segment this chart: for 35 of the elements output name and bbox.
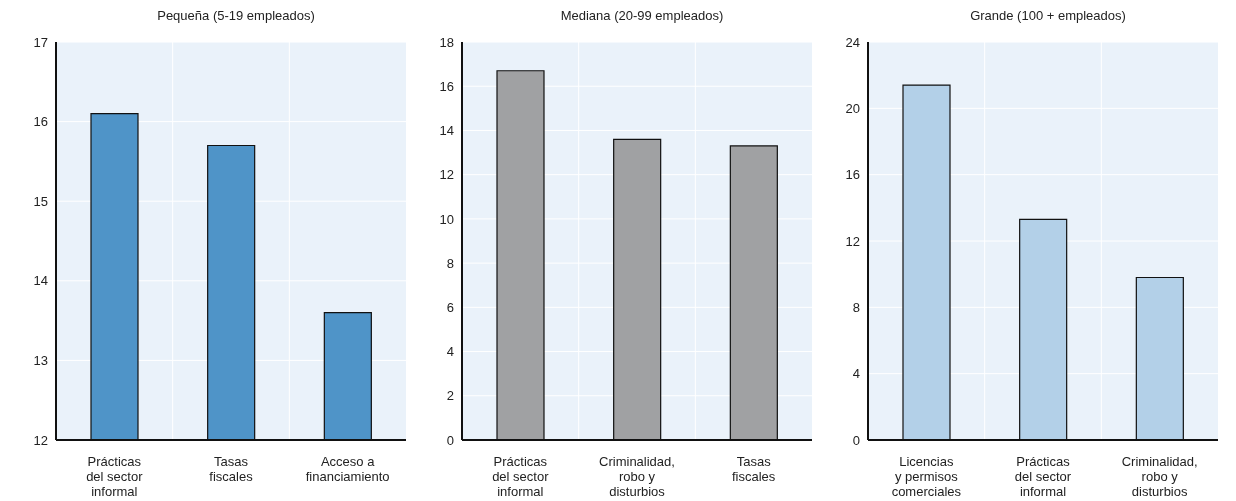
x-tick-label: Tasas fiscales <box>731 454 776 484</box>
y-tick-label: 16 <box>33 114 48 130</box>
x-tick-label: Prácticas del sector informal <box>492 454 550 499</box>
y-tick-label: 14 <box>439 123 454 139</box>
y-tick-label: 4 <box>446 344 454 360</box>
y-tick-label: 17 <box>33 34 48 50</box>
y-tick-label: 24 <box>845 34 860 50</box>
x-tick-label: Tasas fiscales <box>209 454 254 484</box>
chart-title: Pequeña (5-19 empleados) <box>156 8 316 25</box>
x-tick-label: Acceso a financiamiento <box>305 454 390 484</box>
y-tick-label: 16 <box>439 78 454 94</box>
y-tick-label: 12 <box>439 167 454 183</box>
y-tick-label: 0 <box>852 432 860 448</box>
x-tick-label: Criminalidad, robo y disturbios <box>1121 454 1198 499</box>
y-tick-label: 15 <box>33 193 48 209</box>
x-tick-label: Prácticas del sector informal <box>86 454 144 499</box>
y-tick-label: 0 <box>446 432 454 448</box>
chart-title: Mediana (20-99 empleados) <box>559 8 725 25</box>
y-tick-label: 18 <box>439 34 454 50</box>
y-tick-label: 12 <box>33 432 48 448</box>
x-tick-label: Criminalidad, robo y disturbios <box>599 454 675 499</box>
y-tick-label: 20 <box>845 100 860 116</box>
chart-title: Grande (100 + empleados) <box>969 8 1127 25</box>
y-tick-label: 10 <box>439 211 454 227</box>
x-tick-label: Prácticas del sector informal <box>1014 454 1072 499</box>
y-tick-label: 8 <box>852 299 860 315</box>
y-tick-label: 12 <box>845 233 860 249</box>
y-tick-label: 8 <box>446 255 454 271</box>
y-tick-label: 2 <box>446 388 454 404</box>
y-tick-label: 13 <box>33 353 48 369</box>
y-tick-label: 16 <box>845 167 860 183</box>
y-tick-label: 4 <box>852 366 860 382</box>
x-tick-label: Licencias y permisos comerciales <box>891 454 962 499</box>
y-tick-label: 14 <box>33 273 48 289</box>
y-tick-label: 6 <box>446 299 454 315</box>
